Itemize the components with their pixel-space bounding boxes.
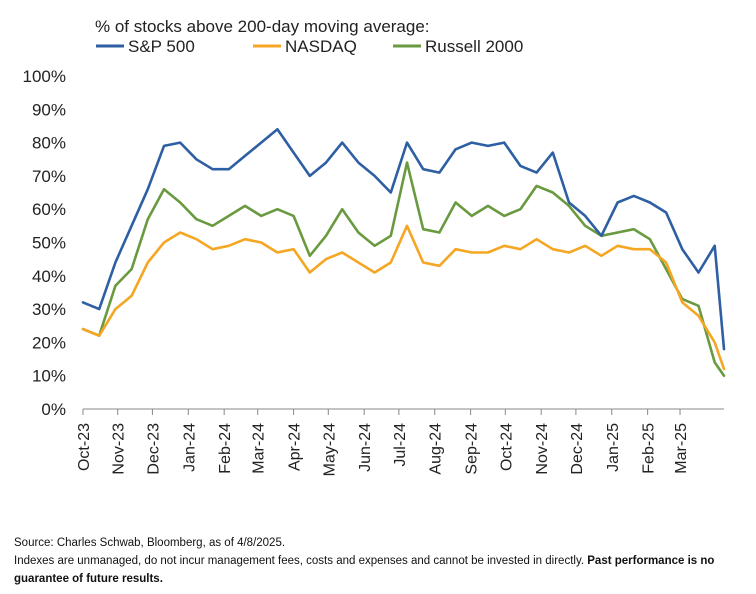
- y-tick-label: 70%: [32, 167, 66, 186]
- x-tick-label: Mar-25: [673, 423, 690, 474]
- x-tick-label: Dec-24: [569, 423, 586, 475]
- x-tick-label: Nov-24: [534, 423, 551, 475]
- x-tick-label: Aug-24: [428, 423, 445, 475]
- x-tick-label: Jan-25: [605, 423, 622, 472]
- x-tick-label: Jun-24: [357, 423, 374, 472]
- series-line-russell-2000: [81, 161, 726, 378]
- x-tick-label: Oct-23: [76, 423, 93, 471]
- x-tick-label: Dec-23: [145, 423, 162, 475]
- y-tick-label: 10%: [32, 367, 66, 386]
- x-tick-label: May-24: [321, 423, 338, 476]
- source-note: Source: Charles Schwab, Bloomberg, as of…: [14, 537, 286, 549]
- x-tick-label: Nov-23: [111, 423, 128, 475]
- disclaimer-text: Indexes are unmanaged, do not incur mana…: [14, 555, 585, 567]
- y-tick-label: 0%: [41, 400, 66, 419]
- x-tick-label: Jul-24: [392, 423, 409, 467]
- legend-label: NASDAQ: [285, 37, 357, 56]
- series-line-s-p-500: [81, 128, 726, 351]
- x-tick-label: Feb-24: [217, 423, 234, 474]
- x-tick-label: Jan-24: [181, 423, 198, 472]
- disclaimer-note: Indexes are unmanaged, do not incur mana…: [14, 552, 744, 588]
- disclaimer-bold-text: Past performance is no guarantee of futu…: [14, 555, 715, 585]
- x-tick-label: Apr-24: [287, 423, 304, 471]
- x-tick-label: Feb-25: [641, 423, 658, 474]
- series-line-nasdaq: [81, 224, 726, 371]
- y-tick-label: 20%: [32, 333, 66, 352]
- x-tick-label: Oct-24: [498, 423, 515, 471]
- y-tick-label: 30%: [32, 300, 66, 319]
- x-tick-label: Mar-24: [251, 423, 268, 474]
- chart-title: % of stocks above 200-day moving average…: [95, 17, 430, 36]
- y-tick-label: 100%: [23, 67, 66, 86]
- y-tick-label: 50%: [32, 234, 66, 253]
- y-tick-label: 90%: [32, 100, 66, 119]
- y-tick-label: 40%: [32, 267, 66, 286]
- legend-label: S&P 500: [128, 37, 195, 56]
- legend-label: Russell 2000: [425, 37, 523, 56]
- x-tick-label: Sep-24: [464, 423, 481, 475]
- y-tick-label: 60%: [32, 200, 66, 219]
- chart: % of stocks above 200-day moving average…: [23, 17, 726, 476]
- y-tick-label: 80%: [32, 134, 66, 153]
